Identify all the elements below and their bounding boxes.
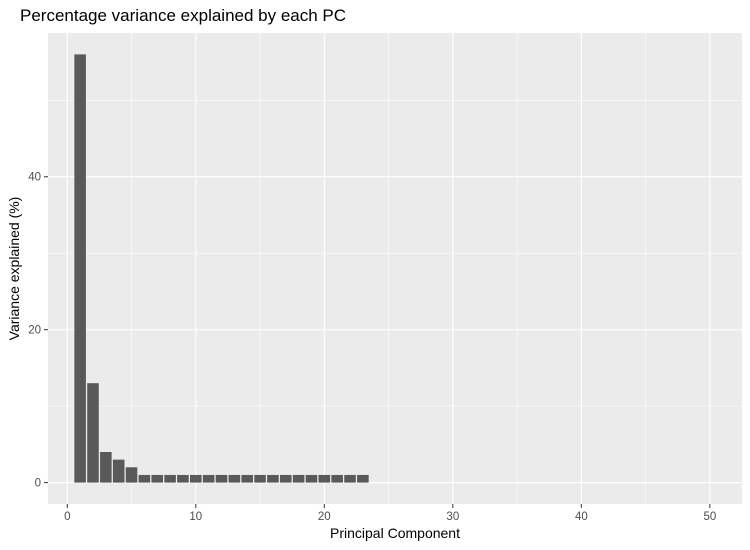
bar <box>87 383 99 483</box>
bar <box>190 474 202 483</box>
ticks: 0 10 20 30 40 50 0 20 40 <box>28 172 716 523</box>
x-axis-label: Principal Component <box>330 525 460 541</box>
y-tick-label: 20 <box>28 325 41 337</box>
y-tick-label: 0 <box>35 478 41 490</box>
bar <box>177 474 189 483</box>
x-tick-label: 50 <box>703 511 716 523</box>
bar <box>215 474 228 483</box>
x-tick-label: 10 <box>189 511 202 523</box>
bar <box>331 474 343 483</box>
bar <box>254 474 266 483</box>
bar <box>202 474 215 483</box>
bar <box>279 474 292 483</box>
bar <box>292 474 305 483</box>
bar <box>125 467 138 483</box>
bar <box>112 459 125 483</box>
bar <box>357 474 369 483</box>
bar <box>344 474 356 483</box>
bar <box>267 474 279 483</box>
y-tick-label: 40 <box>28 172 41 184</box>
bar <box>164 474 176 483</box>
x-tick-label: 20 <box>318 511 331 523</box>
bar <box>318 474 331 483</box>
grid-major <box>48 33 742 504</box>
bar <box>138 474 151 483</box>
y-axis-label: Variance explained (%) <box>6 197 22 341</box>
plot-panel <box>48 33 742 504</box>
bar <box>228 474 241 483</box>
grid-minor <box>48 33 742 504</box>
x-tick-label: 0 <box>64 511 70 523</box>
bar <box>151 474 164 483</box>
bar <box>241 474 253 483</box>
bar <box>74 54 86 483</box>
x-tick-label: 40 <box>575 511 588 523</box>
bars <box>74 54 369 483</box>
bar <box>100 452 112 483</box>
chart-title: Percentage variance explained by each PC <box>20 6 346 25</box>
bar <box>305 474 318 483</box>
x-tick-label: 30 <box>446 511 459 523</box>
